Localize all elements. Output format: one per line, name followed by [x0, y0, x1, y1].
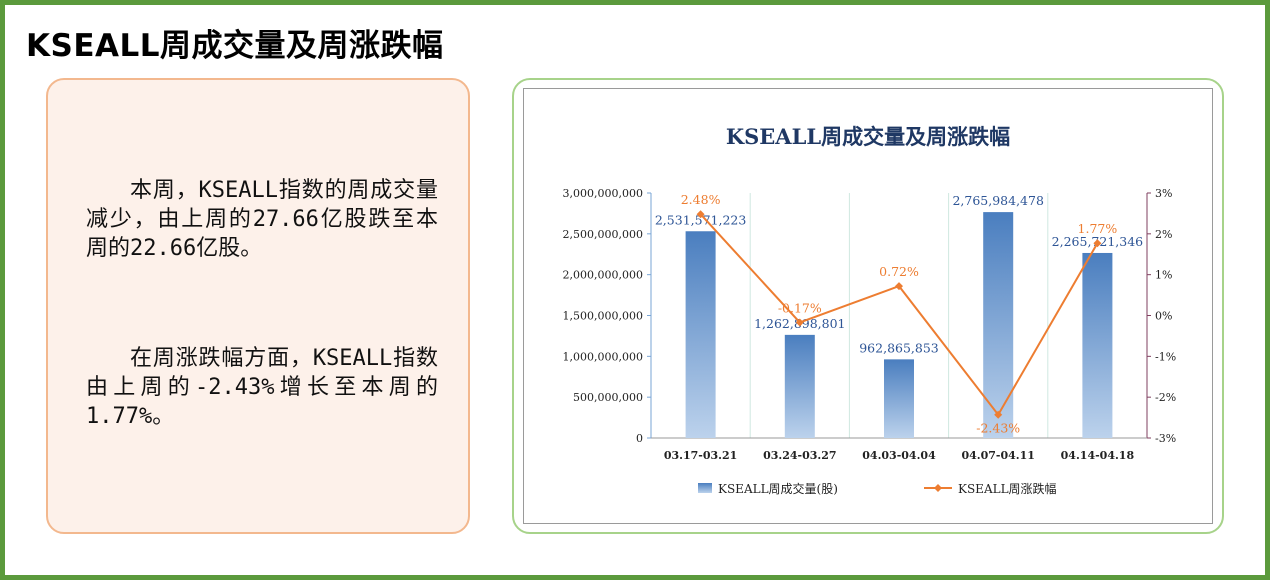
- y-left-tick-label: 0: [636, 432, 643, 445]
- y-left-tick-label: 1,500,000,000: [563, 310, 643, 323]
- line-point: [994, 410, 1003, 419]
- y-right-tick-label: 3%: [1155, 187, 1172, 200]
- x-tick-label: 04.14-04.18: [1061, 449, 1135, 462]
- y-left-tick-label: 3,000,000,000: [563, 187, 643, 200]
- y-right-tick-label: -1%: [1155, 350, 1176, 363]
- bar: [884, 359, 914, 438]
- x-tick-label: 04.03-04.04: [862, 449, 936, 462]
- line-point: [895, 282, 903, 291]
- summary-paragraph-volume: 本周，KSEALL指数的周成交量减少，由上周的27.66亿股跌至本周的22.66…: [86, 178, 438, 261]
- x-tick-label: 04.07-04.11: [961, 449, 1034, 462]
- bar: [983, 212, 1014, 438]
- x-tick-label: 03.24-03.27: [763, 449, 836, 462]
- line-value-label: -0.17%: [778, 300, 822, 315]
- y-left-tick-label: 2,500,000,000: [563, 228, 643, 241]
- line-point: [1093, 239, 1102, 248]
- y-right-tick-label: 0%: [1155, 310, 1172, 323]
- legend-line-label: KSEALL周涨跌幅: [958, 481, 1057, 496]
- bar-value-label: 2,765,984,478: [952, 193, 1043, 208]
- y-left-tick-label: 1,000,000,000: [563, 350, 643, 363]
- x-tick-label: 03.17-03.21: [664, 449, 737, 462]
- bar-value-label: 2,531,571,223: [655, 212, 746, 227]
- legend-line-marker: [934, 484, 942, 492]
- legend-bar-label: KSEALL周成交量(股): [718, 481, 838, 496]
- y-right-tick-label: 1%: [1155, 269, 1172, 282]
- bar: [784, 334, 815, 438]
- legend-bar-swatch: [698, 483, 712, 493]
- line-point: [795, 318, 804, 327]
- combo-chart: KSEALL周成交量及周涨跌幅 0 500,000,000 1,000,000,000…: [563, 124, 1177, 496]
- line-point: [696, 210, 705, 219]
- y-left-tick-label: 500,000,000: [573, 391, 643, 404]
- chart-title: KSEALL周成交量及周涨跌幅: [726, 124, 1010, 149]
- bar: [685, 231, 716, 438]
- line-value-label: 0.72%: [879, 264, 919, 279]
- line-value-label: 2.48%: [681, 192, 721, 207]
- y-right-tick-label: 2%: [1155, 228, 1172, 241]
- chart-container: KSEALL周成交量及周涨跌幅 0 500,000,000 1,000,000,000…: [523, 88, 1213, 524]
- y-left-tick-label: 2,000,000,000: [563, 269, 643, 282]
- y-right-tick-label: -3%: [1155, 432, 1176, 445]
- line-value-label: -2.43%: [976, 421, 1020, 436]
- summary-panel: 本周，KSEALL指数的周成交量减少，由上周的27.66亿股跌至本周的22.66…: [46, 78, 470, 534]
- y-right-tick-label: -2%: [1155, 391, 1176, 404]
- bar: [1082, 252, 1113, 438]
- line-value-label: 1.77%: [1078, 221, 1118, 236]
- summary-paragraph-change: 在周涨跌幅方面，KSEALL指数由上周的-2.43%增长至本周的1.77%。: [86, 346, 438, 429]
- bar-value-label: 962,865,853: [859, 340, 939, 355]
- page-title: KSEALL周成交量及周涨跌幅: [26, 28, 444, 64]
